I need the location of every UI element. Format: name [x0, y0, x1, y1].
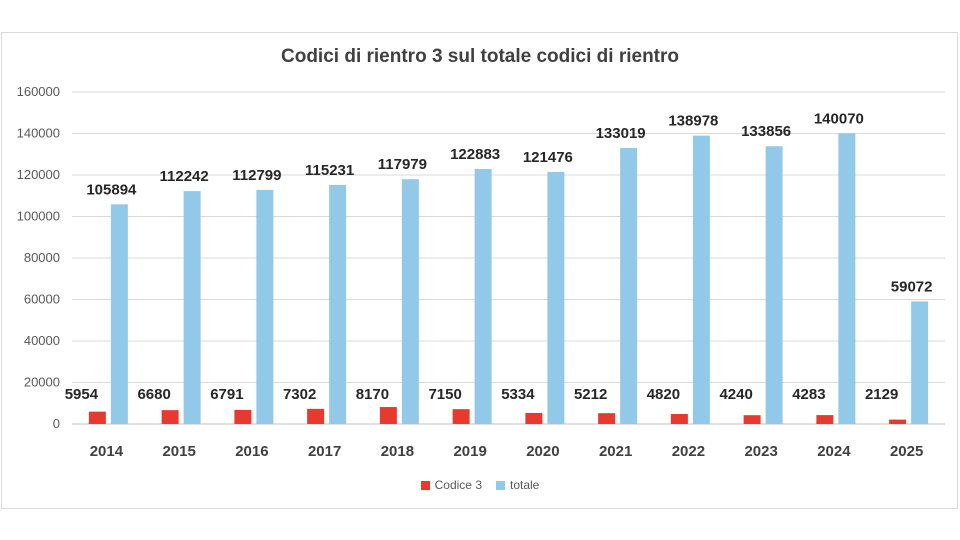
y-tick-label: 120000: [17, 167, 60, 182]
bar-totale-2023: [765, 146, 783, 425]
y-tick-label: 20000: [24, 375, 60, 390]
x-tick-label: 2022: [672, 443, 705, 460]
bar-totale-2016: [256, 189, 274, 424]
bar-codice-3-2021: [598, 413, 616, 424]
y-tick-label: 0: [53, 416, 60, 431]
data-label-codice-3-2014: 5954: [65, 386, 99, 403]
y-tick-label: 140000: [17, 126, 60, 141]
y-tick-label: 60000: [24, 292, 60, 307]
x-tick-label: 2020: [526, 443, 559, 460]
bar-totale-2024: [838, 133, 856, 425]
bar-totale-2018: [401, 179, 419, 424]
x-tick-label: 2023: [744, 443, 777, 460]
data-label-codice-3-2018: 8170: [356, 386, 389, 403]
x-tick-label: 2021: [599, 443, 632, 460]
y-tick-label: 160000: [17, 84, 60, 99]
x-tick-label: 2019: [453, 443, 486, 460]
data-label-codice-3-2025: 2129: [865, 386, 898, 403]
data-label-codice-3-2022: 4820: [647, 386, 680, 403]
bar-codice-3-2018: [379, 407, 397, 424]
x-tick-label: 2024: [817, 443, 851, 460]
bar-totale-2014: [110, 204, 128, 424]
data-label-codice-3-2016: 6791: [210, 386, 243, 403]
legend: Codice 3 totale: [0, 478, 960, 492]
y-tick-label: 40000: [24, 333, 60, 348]
y-tick-label: 80000: [24, 250, 60, 265]
data-label-codice-3-2021: 5212: [574, 386, 607, 403]
data-label-totale-2015: 112242: [160, 168, 209, 185]
legend-label-totale: totale: [510, 478, 540, 492]
y-axis-ticks: 0 20000 40000 60000 80000 100000 120000 140000 1…: [17, 84, 60, 431]
bar-totale-2020: [547, 171, 565, 424]
bars: [88, 133, 929, 425]
bar-codice-3-2014: [88, 411, 106, 424]
data-label-codice-3-2017: 7302: [283, 386, 316, 403]
x-tick-label: 2018: [381, 443, 414, 460]
x-tick-label: 2017: [308, 443, 341, 460]
data-label-codice-3-2019: 7150: [428, 386, 461, 403]
data-label-totale-2022: 138978: [668, 113, 718, 130]
legend-swatch-totale: [496, 480, 505, 490]
data-label-totale-2014: 105894: [86, 181, 137, 198]
x-tick-label: 2025: [890, 443, 923, 460]
legend-item-codice-3: Codice 3: [420, 478, 482, 492]
bar-totale-2022: [692, 135, 710, 424]
data-label-totale-2021: 133019: [596, 125, 646, 142]
bar-totale-2017: [329, 184, 347, 424]
data-label-totale-2020: 121476: [523, 149, 573, 166]
legend-label-codice-3: Codice 3: [434, 478, 482, 492]
data-labels: 5954 105894 6680 112242 6791 112799 7302 115231…: [65, 110, 933, 403]
data-label-codice-3-2020: 5334: [501, 386, 535, 403]
data-label-totale-2017: 115231: [305, 162, 354, 179]
bar-codice-3-2025: [889, 419, 907, 424]
x-axis-ticks: 2014 2015 2016 2017 2018 2019 2020 2021 2022 2023…: [90, 443, 924, 460]
bar-codice-3-2020: [525, 412, 543, 424]
x-tick-label: 2016: [235, 443, 268, 460]
data-label-totale-2016: 112799: [232, 167, 281, 184]
data-label-totale-2025: 59072: [891, 278, 933, 295]
gridlines: [72, 91, 945, 425]
bar-codice-3-2023: [743, 415, 761, 424]
bar-codice-3-2024: [816, 415, 834, 424]
data-label-codice-3-2024: 4283: [792, 386, 825, 403]
data-label-codice-3-2015: 6680: [137, 386, 170, 403]
data-label-totale-2024: 140070: [814, 110, 864, 127]
y-tick-label: 100000: [17, 209, 60, 224]
bar-totale-2021: [620, 147, 638, 424]
legend-item-totale: totale: [496, 478, 539, 492]
bar-codice-3-2015: [161, 410, 179, 424]
bar-codice-3-2017: [307, 408, 325, 424]
data-label-totale-2023: 133856: [741, 123, 791, 140]
data-label-totale-2019: 122883: [450, 146, 500, 163]
data-label-totale-2018: 117979: [378, 156, 427, 173]
bar-codice-3-2022: [670, 413, 688, 424]
bar-codice-3-2019: [452, 409, 470, 424]
x-tick-label: 2014: [90, 443, 124, 460]
x-tick-label: 2015: [162, 443, 195, 460]
chart-title: Codici di rientro 3 sul totale codici di…: [281, 46, 679, 67]
bar-codice-3-2016: [234, 409, 252, 424]
data-label-codice-3-2023: 4240: [719, 386, 752, 403]
bar-totale-2025: [911, 301, 929, 424]
bar-totale-2015: [183, 191, 201, 424]
legend-swatch-codice-3: [420, 480, 430, 490]
bar-totale-2019: [474, 169, 492, 424]
